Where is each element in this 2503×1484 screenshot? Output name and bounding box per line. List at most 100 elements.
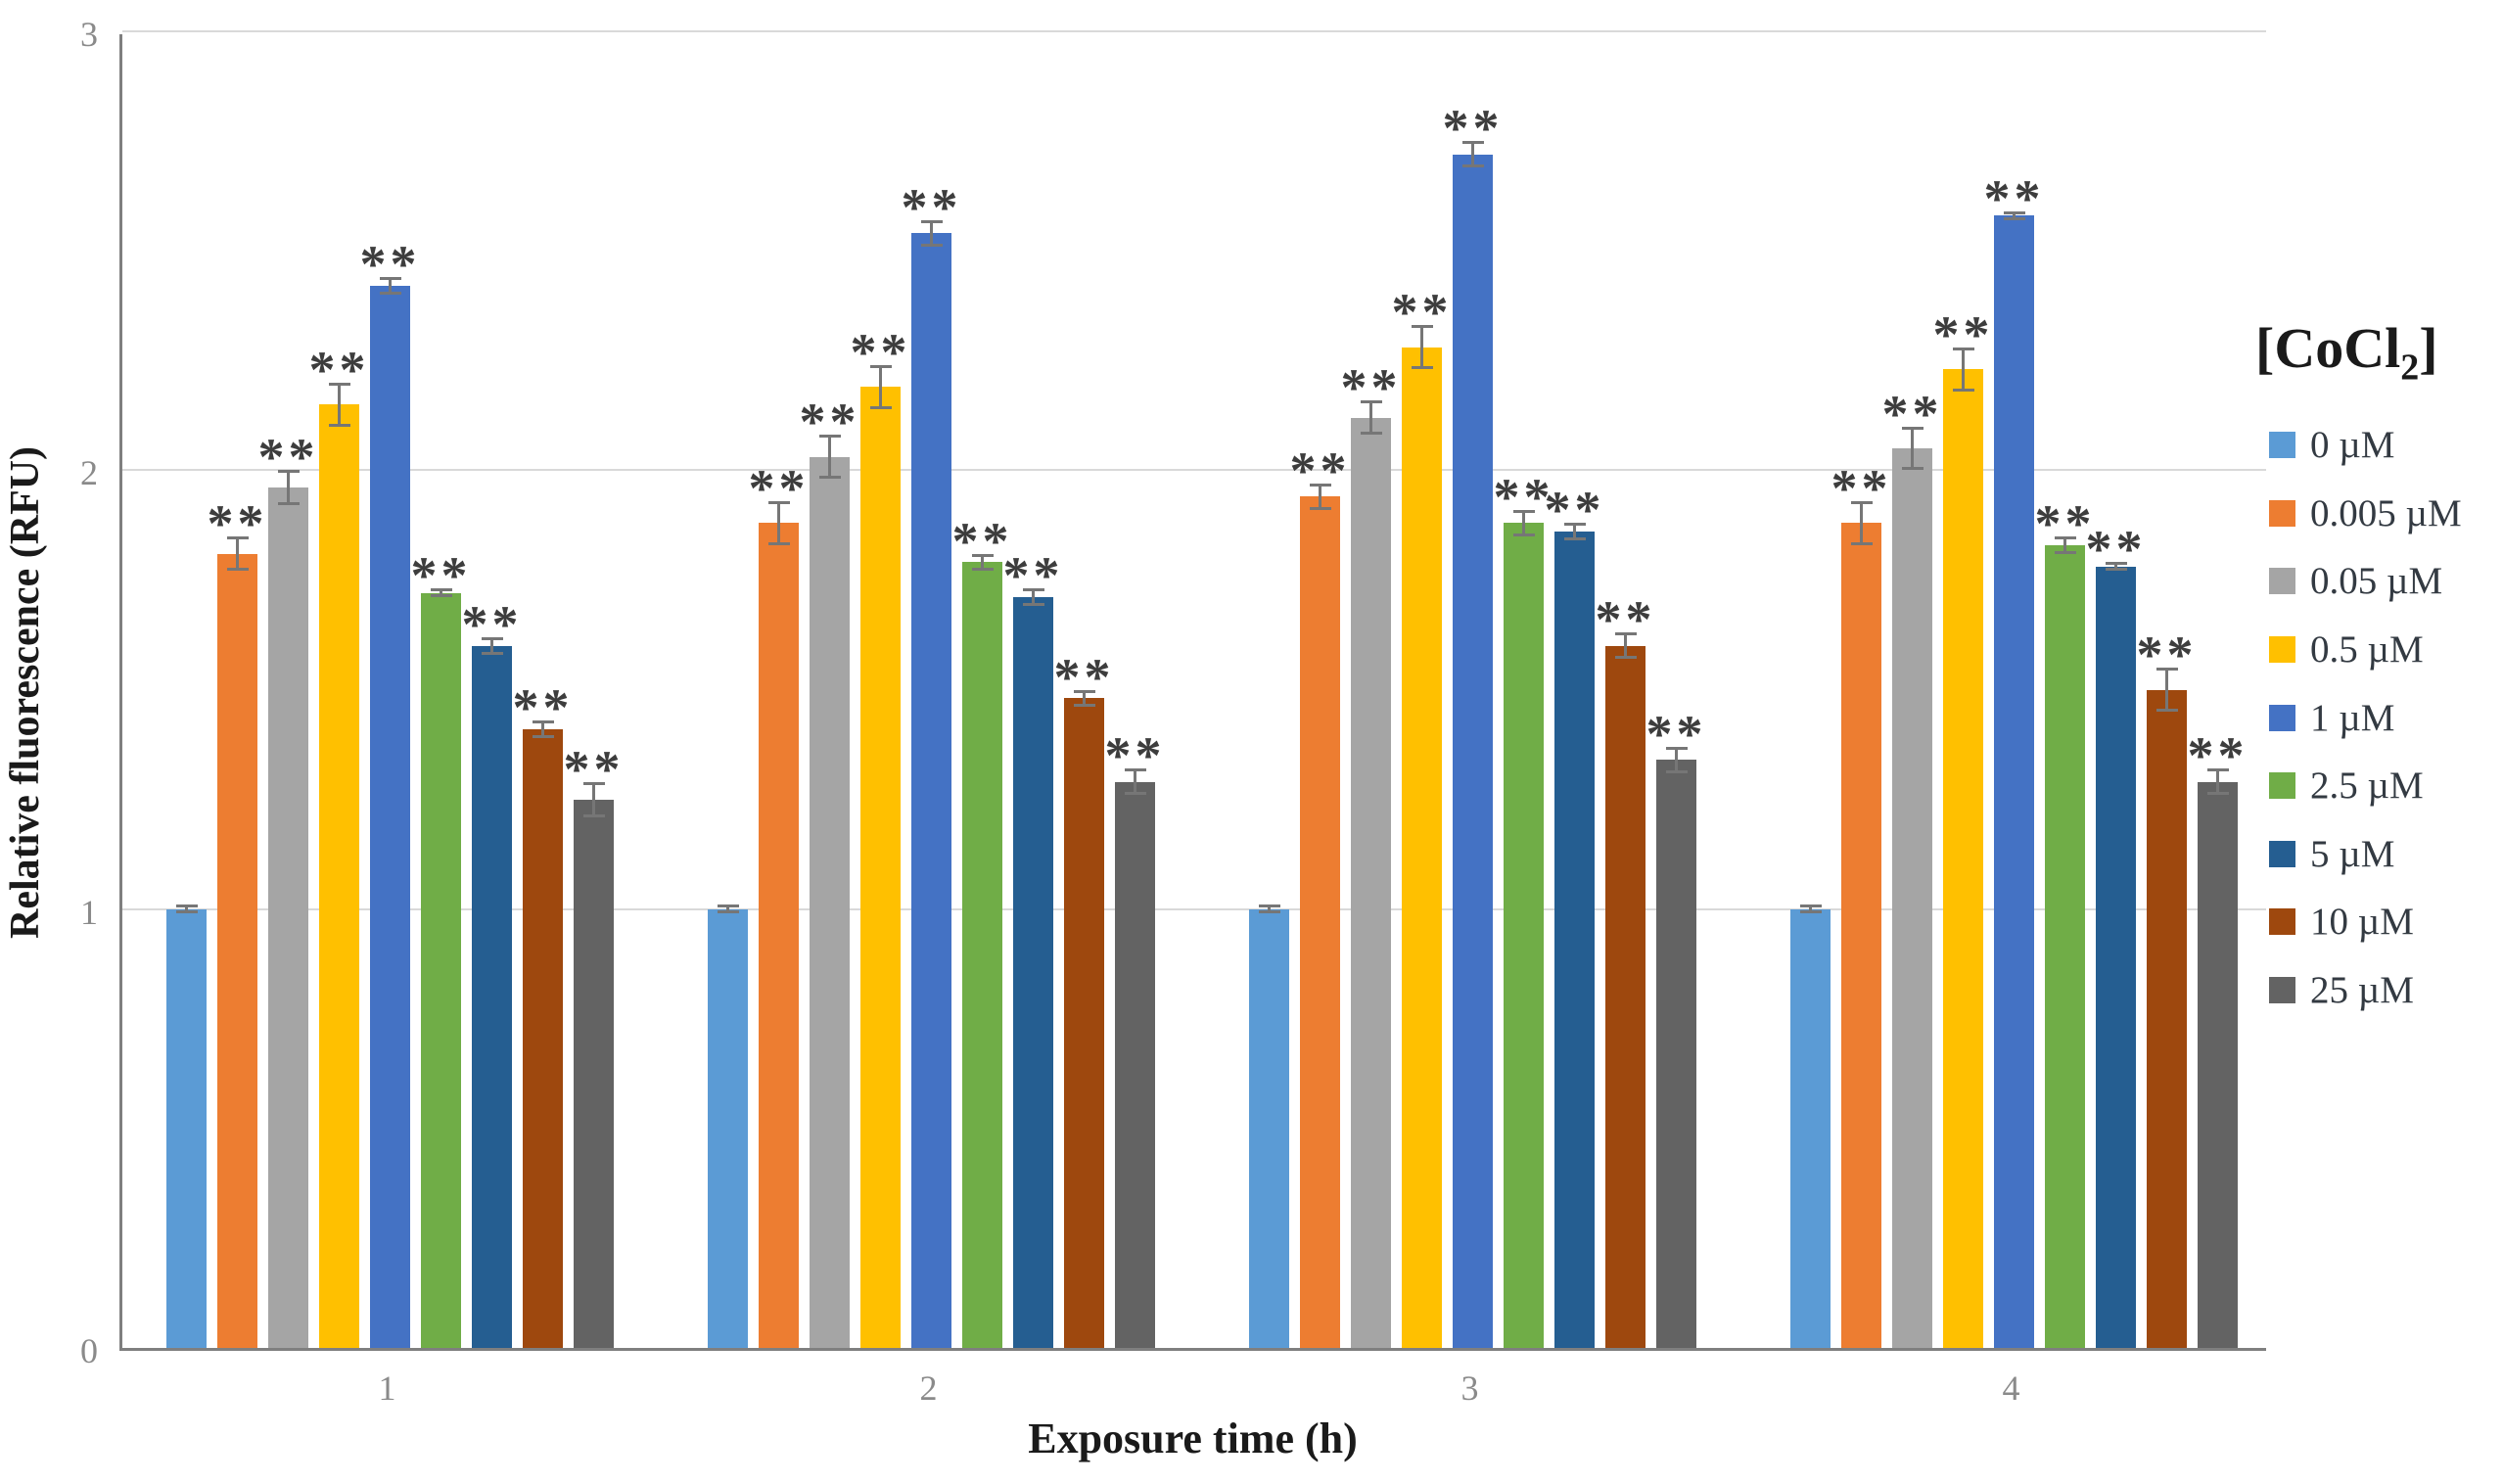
error-bar-cap-bottom: [1360, 432, 1382, 436]
bar: [1402, 347, 1442, 1348]
significance-stars: **: [2085, 520, 2147, 580]
error-bar-cap-top: [1901, 426, 1924, 430]
error-bar: [592, 781, 595, 817]
legend: [CoCl2] 0 µM 0.005 µM 0.05 µM 0.5 µM 1 µM 2.5…: [2253, 315, 2462, 1009]
bar: [268, 487, 308, 1348]
error-bar: [1268, 904, 1271, 914]
error-bar-cap-bottom: [277, 502, 300, 506]
legend-swatch: [2269, 568, 2295, 595]
error-bar-cap-top: [971, 553, 994, 557]
error-bar-cap-top: [1512, 509, 1535, 513]
error-bar: [1032, 588, 1035, 607]
bar: [1249, 908, 1289, 1348]
significance-stars: **: [1340, 357, 1402, 417]
error-bar-cap-top: [582, 781, 605, 785]
bar: [1504, 523, 1544, 1348]
significance-stars: **: [748, 458, 810, 518]
significance-stars: **: [461, 594, 523, 654]
legend-label: 0 µM: [2310, 424, 2395, 467]
error-bar-cap-top: [1952, 347, 1974, 350]
error-bar: [541, 719, 544, 738]
error-bar-cap-bottom: [1124, 792, 1146, 796]
error-bar-cap-bottom: [430, 594, 452, 598]
x-tick-label: 3: [1460, 1368, 1479, 1408]
bar: [1790, 908, 1831, 1348]
error-bar-cap-bottom: [582, 813, 605, 817]
error-bar: [1522, 509, 1525, 536]
significance-stars: **: [1645, 704, 1707, 764]
significance-stars: **: [308, 340, 370, 399]
error-bar-cap-bottom: [1309, 506, 1331, 510]
legend-item: 0.05 µM: [2269, 547, 2503, 616]
legend-label: 5 µM: [2310, 832, 2395, 875]
significance-stars: **: [1544, 481, 1605, 540]
legend-title-text: [CoCl: [2255, 316, 2401, 380]
error-bar: [1624, 632, 1627, 660]
error-bar-cap-top: [717, 904, 739, 908]
y-tick-label: 1: [80, 892, 98, 932]
legend-item: 2.5 µM: [2269, 752, 2503, 820]
x-tick-label: 4: [2002, 1368, 2020, 1408]
legend-swatch: [2269, 499, 2295, 527]
legend-item-list: 0 µM 0.005 µM 0.05 µM 0.5 µM 1 µM 2.5 µM 5 µM 1…: [2269, 411, 2503, 1024]
error-bar-cap-top: [1258, 904, 1280, 908]
significance-stars: **: [1442, 99, 1504, 159]
error-bar: [338, 382, 341, 427]
error-bar-cap-top: [1461, 141, 1484, 145]
bar: [1994, 215, 2034, 1348]
error-bar: [828, 435, 831, 480]
error-bar-cap-bottom: [2003, 216, 2025, 220]
error-bar: [1809, 904, 1812, 914]
error-bar-cap-top: [1614, 632, 1637, 636]
error-bar-cap-bottom: [1073, 704, 1095, 708]
error-bar: [2114, 562, 2117, 572]
error-bar: [1319, 483, 1321, 510]
bar: [1064, 698, 1104, 1348]
bar: [472, 645, 512, 1348]
error-bar-cap-bottom: [1850, 541, 1873, 545]
bar-group-4: ** ** ** ** ** ** ** **: [1790, 34, 2245, 1348]
error-bar-cap-top: [818, 435, 841, 439]
legend-item: 1 µM: [2269, 683, 2503, 752]
error-bar-cap-top: [2054, 535, 2076, 539]
bar: [2096, 566, 2136, 1348]
error-bar-cap-bottom: [1614, 656, 1637, 660]
error-bar: [1420, 325, 1423, 370]
bar: [1943, 369, 1983, 1348]
error-bar-cap-bottom: [1512, 533, 1535, 536]
bar: [523, 728, 563, 1348]
bar: [370, 286, 410, 1348]
significance-stars: **: [359, 235, 421, 295]
legend-label: 0.005 µM: [2310, 491, 2462, 534]
bar-group-2: ** ** ** ** ** ** ** **: [708, 34, 1162, 1348]
bar-group-3: ** ** ** ** ** ** ** **: [1249, 34, 1703, 1348]
legend-label: 2.5 µM: [2310, 765, 2424, 808]
legend-item: 0.5 µM: [2269, 616, 2503, 684]
significance-stars: **: [799, 393, 860, 452]
error-bar: [1369, 399, 1372, 436]
error-bar: [726, 904, 729, 914]
bar: [1841, 523, 1881, 1348]
bar: [421, 592, 461, 1348]
significance-stars: **: [410, 546, 472, 606]
x-tick-label: 1: [378, 1368, 396, 1408]
error-bar-cap-top: [481, 636, 503, 640]
bar: [1115, 781, 1155, 1348]
legend-swatch: [2269, 432, 2295, 459]
error-bar-cap-bottom: [717, 910, 739, 914]
bar: [911, 233, 951, 1348]
error-bar: [2216, 768, 2219, 796]
legend-item: 5 µM: [2269, 820, 2503, 889]
error-bar-cap-bottom: [1411, 366, 1433, 370]
error-bar-cap-top: [2105, 562, 2127, 566]
error-bar-cap-bottom: [2155, 708, 2178, 712]
significance-stars: **: [2034, 493, 2096, 553]
error-bar: [1962, 347, 1965, 392]
error-bar-cap-top: [1022, 588, 1044, 592]
error-bar: [236, 535, 239, 572]
error-bar-cap-top: [430, 588, 452, 592]
bar: [574, 799, 614, 1348]
significance-stars: **: [2187, 726, 2248, 786]
legend-title-bracket: ]: [2419, 316, 2438, 380]
